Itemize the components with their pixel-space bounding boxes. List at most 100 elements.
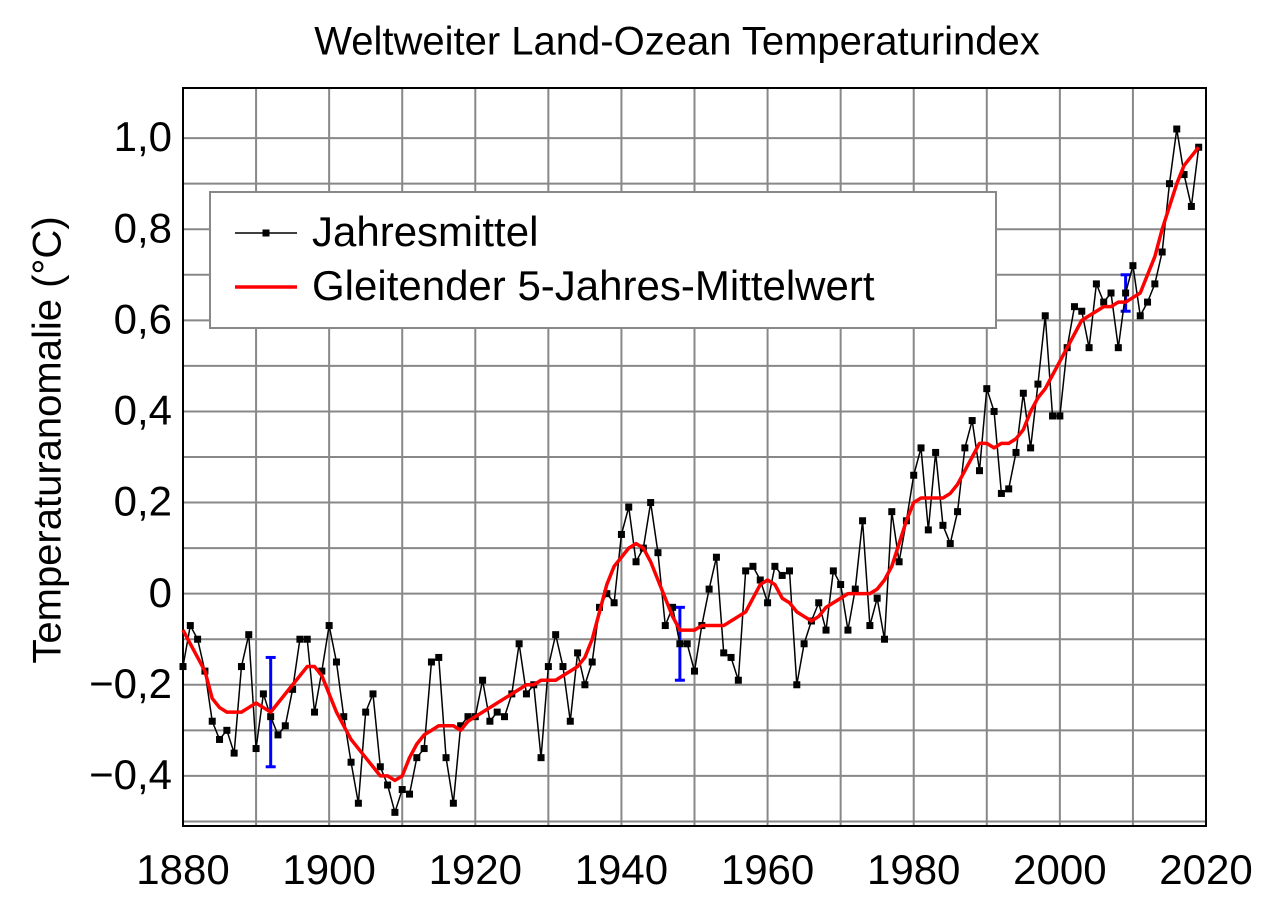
data-point (705, 585, 713, 593)
data-point (457, 722, 465, 730)
series-line (181, 146, 1201, 783)
data-point (1122, 289, 1130, 297)
data-point (764, 599, 772, 607)
data-point (1049, 412, 1057, 420)
data-point (771, 562, 779, 570)
data-point (603, 590, 611, 598)
data-point (406, 790, 414, 798)
data-point (895, 558, 903, 566)
data-point (917, 444, 925, 452)
data-point (208, 717, 216, 725)
data-point (435, 653, 443, 661)
data-point (186, 622, 194, 630)
y-axis-label: Temperaturanomalie (°C) (26, 216, 70, 663)
data-point (880, 635, 888, 643)
data-point (1041, 312, 1049, 320)
x-tick-label: 1880 (136, 846, 229, 893)
y-tick-label: 0,4 (114, 387, 172, 434)
legend-marker (262, 229, 270, 237)
y-tick-label: 0 (149, 569, 172, 616)
data-point (515, 640, 523, 648)
data-point (252, 745, 260, 753)
data-point (420, 745, 428, 753)
legend-box (209, 191, 997, 329)
data-point (997, 489, 1005, 497)
data-point (1012, 448, 1020, 456)
data-point (384, 781, 392, 789)
data-point (376, 763, 384, 771)
data-point (544, 663, 552, 671)
data-point (939, 521, 947, 529)
data-point (486, 717, 494, 725)
data-point (391, 808, 399, 816)
data-point (888, 508, 896, 516)
data-point (588, 658, 596, 666)
data-point (318, 667, 326, 675)
data-point (1129, 262, 1137, 270)
data-point (1180, 171, 1188, 179)
data-point (873, 594, 881, 602)
data-point (296, 635, 304, 643)
y-tick-label: 1,0 (114, 113, 172, 160)
legend-label: Jahresmittel (312, 208, 538, 255)
chart-title: Weltweiter Land-Ozean Temperaturindex (314, 20, 1040, 64)
data-point (289, 685, 297, 693)
data-point (1085, 344, 1093, 352)
data-point (464, 713, 472, 721)
data-point (968, 417, 976, 425)
data-point (691, 667, 698, 675)
legend: Jahresmittel Gleitender 5-Jahres-Mittelwe… (209, 191, 997, 329)
data-point (501, 713, 509, 721)
data-point (954, 508, 962, 516)
data-point (566, 717, 574, 725)
data-point (910, 471, 918, 479)
data-point (369, 690, 377, 698)
data-point (742, 567, 750, 575)
data-point (815, 599, 823, 607)
data-point (1136, 312, 1144, 320)
data-point (427, 658, 435, 666)
x-tick-label: 1920 (429, 846, 522, 893)
data-point (267, 713, 275, 721)
data-point (859, 517, 867, 525)
data-point (237, 663, 245, 671)
data-point (1092, 280, 1100, 288)
data-point (647, 499, 655, 507)
data-point (749, 562, 757, 570)
data-point (340, 713, 348, 721)
data-point (1144, 298, 1152, 306)
x-tick-label: 2000 (1013, 846, 1106, 893)
data-point (720, 649, 728, 657)
data-point (479, 676, 487, 684)
data-point (932, 448, 940, 456)
data-point (1078, 307, 1086, 315)
x-tick-label: 2020 (1159, 846, 1252, 893)
data-point (311, 708, 319, 716)
data-point (1158, 248, 1166, 256)
data-point (1005, 485, 1013, 493)
y-tick-label: 0,8 (114, 204, 172, 251)
x-tick-label: 1900 (282, 846, 375, 893)
data-point (1114, 344, 1122, 352)
data-point (522, 690, 530, 698)
data-point (924, 526, 932, 534)
data-point (851, 585, 859, 593)
data-point (983, 385, 991, 393)
data-point (844, 626, 852, 634)
data-point (1173, 125, 1181, 133)
legend-label: Gleitender 5-Jahres-Mittelwert (312, 262, 875, 309)
data-point (493, 708, 501, 716)
data-point (1165, 180, 1173, 188)
data-point (1151, 280, 1159, 288)
data-point (245, 631, 253, 639)
data-point (362, 708, 370, 716)
y-tick-label: 0,6 (114, 295, 172, 342)
data-point (1034, 380, 1042, 388)
x-tick-label: 1980 (867, 846, 960, 893)
data-point (347, 758, 355, 766)
y-tick-label: −0,2 (89, 660, 172, 707)
data-point (727, 653, 735, 661)
data-point (559, 663, 567, 671)
data-point (581, 681, 589, 689)
data-point (274, 731, 282, 739)
